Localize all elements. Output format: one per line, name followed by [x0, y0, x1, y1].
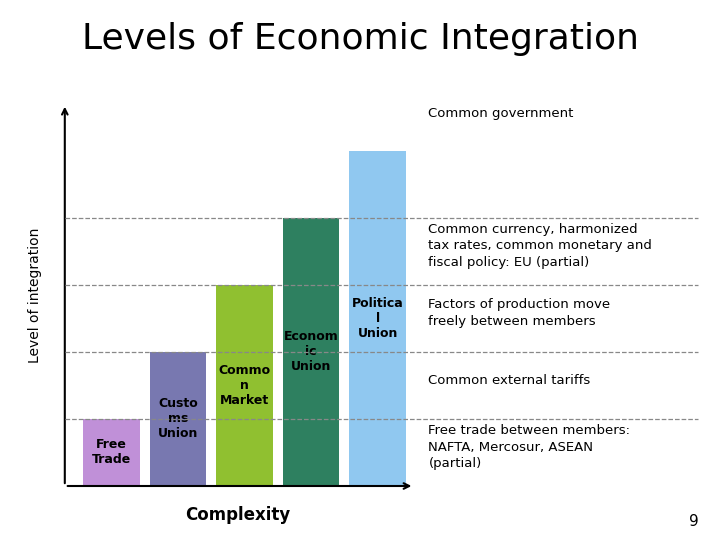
Bar	[216, 285, 273, 486]
Text: Custo
ms
Union: Custo ms Union	[158, 397, 198, 441]
Text: Level of integration: Level of integration	[28, 227, 42, 363]
Text: Politica
l
Union: Politica l Union	[352, 297, 403, 340]
Text: Common currency, harmonized
tax rates, common monetary and
fiscal policy: EU (pa: Common currency, harmonized tax rates, c…	[428, 223, 652, 269]
Text: Free
Trade: Free Trade	[91, 438, 131, 467]
Bar	[150, 352, 206, 486]
Text: Free trade between members:
NAFTA, Mercosur, ASEAN
(partial): Free trade between members: NAFTA, Merco…	[428, 424, 631, 470]
Bar	[283, 218, 339, 486]
Text: Levels of Economic Integration: Levels of Economic Integration	[81, 22, 639, 56]
Text: 9: 9	[688, 514, 698, 529]
Bar	[349, 151, 406, 486]
Text: Complexity: Complexity	[185, 506, 290, 524]
Bar	[83, 419, 140, 486]
Text: Factors of production move
freely between members: Factors of production move freely betwee…	[428, 298, 611, 328]
Text: Commo
n
Market: Commo n Market	[218, 364, 271, 407]
Text: Common external tariffs: Common external tariffs	[428, 374, 590, 387]
Text: Common government: Common government	[428, 107, 574, 120]
Text: Econom
ic
Union: Econom ic Union	[284, 330, 338, 374]
